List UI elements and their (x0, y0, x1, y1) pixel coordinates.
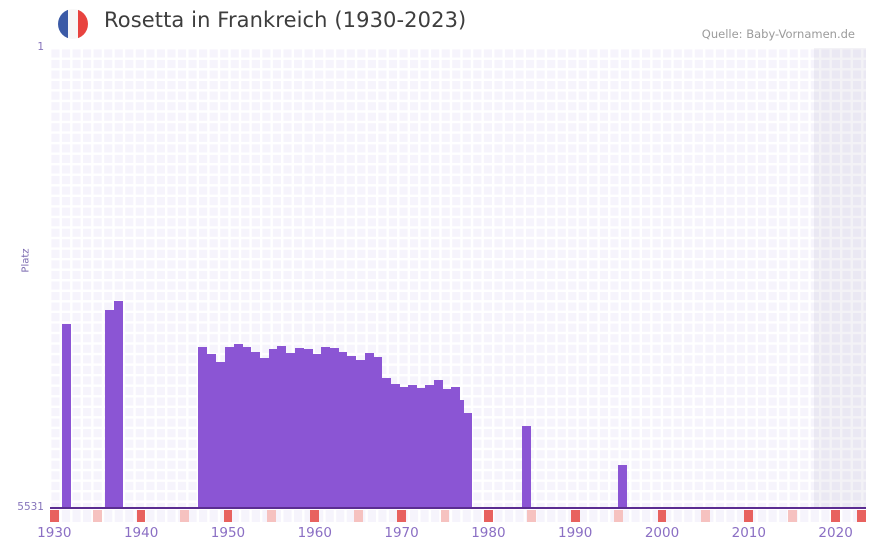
bar-1950[interactable] (225, 347, 234, 508)
x-axis-tick-1940: 1940 (123, 525, 159, 541)
bar-1961[interactable] (321, 347, 330, 508)
tick-marker-1960 (310, 510, 320, 522)
tick-marker-minor-1975 (440, 510, 450, 522)
bar-1965[interactable] (356, 360, 365, 508)
tick-marker-minor-1955 (267, 510, 276, 522)
plot-area (50, 48, 866, 508)
y-axis-tick-bottom: 5531 (17, 501, 44, 513)
bar-1936[interactable] (114, 301, 123, 508)
x-axis-line (50, 507, 866, 509)
tick-marker-1990 (570, 510, 580, 522)
bar-1947[interactable] (198, 347, 207, 508)
tick-marker-minor-1935 (93, 510, 103, 522)
tick-marker-1970 (397, 510, 406, 522)
bar-1935[interactable] (105, 310, 114, 508)
tick-marker-minor-1945 (180, 510, 189, 522)
bar-1967[interactable] (373, 357, 382, 508)
bar-series (50, 48, 866, 508)
tick-marker-2023 (857, 510, 866, 522)
tick-marker-2010 (744, 510, 754, 522)
bar-1951[interactable] (234, 344, 243, 508)
tick-marker-minor-2005 (701, 510, 710, 522)
y-axis-tick-top: 1 (37, 41, 44, 53)
tick-marker-1930 (50, 510, 59, 522)
bar-1952[interactable] (242, 347, 251, 508)
x-axis-tick-2010: 2010 (731, 525, 766, 541)
tick-marker-2000 (657, 510, 667, 522)
bar-1971[interactable] (408, 385, 417, 508)
bar-1956[interactable] (277, 346, 286, 508)
bar-1969[interactable] (391, 384, 400, 508)
bar-1964[interactable] (347, 356, 356, 508)
tick-marker-minor-2015 (787, 510, 797, 522)
bar-1953[interactable] (251, 352, 260, 508)
page-title: Rosetta in Frankreich (1930-2023) (104, 8, 467, 32)
bar-1972[interactable] (417, 388, 426, 508)
bar-1958[interactable] (295, 348, 304, 508)
bar-1930[interactable] (62, 324, 71, 508)
bar-1963[interactable] (338, 352, 347, 508)
x-axis-tick-1960: 1960 (297, 525, 332, 541)
bar-1978[interactable] (455, 400, 464, 508)
bar-1948[interactable] (207, 354, 216, 508)
bar-1999[interactable] (618, 465, 627, 508)
bar-1962[interactable] (330, 348, 339, 508)
france-flag-icon (58, 9, 88, 39)
tick-marker-minor-1995 (614, 510, 623, 522)
x-axis-tick-2020: 2020 (818, 525, 853, 541)
bar-1949[interactable] (216, 362, 225, 508)
tick-marker-1950 (223, 510, 233, 522)
y-axis-label: Platz (20, 248, 32, 273)
chart-header: Rosetta in Frankreich (1930-2023) Quelle… (0, 0, 873, 46)
source-attribution: Quelle: Baby-Vornamen.de (701, 27, 855, 41)
x-axis-tick-2000: 2000 (644, 525, 680, 541)
bar-1973[interactable] (425, 385, 434, 508)
bar-1955[interactable] (269, 349, 278, 508)
tick-marker-1980 (484, 510, 493, 522)
x-axis-tick-strip (50, 510, 866, 522)
tick-marker-1940 (136, 510, 146, 522)
bar-1968[interactable] (382, 378, 391, 508)
bar-1970[interactable] (399, 387, 408, 508)
tick-marker-minor-1965 (353, 510, 363, 522)
no-data-region (813, 48, 866, 508)
bar-1979[interactable] (463, 413, 472, 508)
tick-marker-2020 (831, 510, 840, 522)
x-axis-tick-1970: 1970 (384, 525, 419, 541)
bar-1966[interactable] (365, 353, 374, 508)
bar-1959[interactable] (304, 349, 313, 508)
x-axis-tick-1980: 1980 (471, 525, 506, 541)
x-axis-tick-1990: 1990 (558, 525, 593, 541)
bar-1974[interactable] (434, 380, 443, 508)
x-axis-tick-1950: 1950 (210, 525, 246, 541)
bar-1957[interactable] (286, 353, 295, 508)
bar-1954[interactable] (260, 358, 269, 508)
bar-1960[interactable] (312, 354, 321, 508)
tick-marker-minor-1985 (527, 510, 537, 522)
x-axis-tick-1930: 1930 (37, 525, 72, 541)
bar-1987[interactable] (522, 426, 531, 508)
bar-1977[interactable] (446, 396, 455, 508)
